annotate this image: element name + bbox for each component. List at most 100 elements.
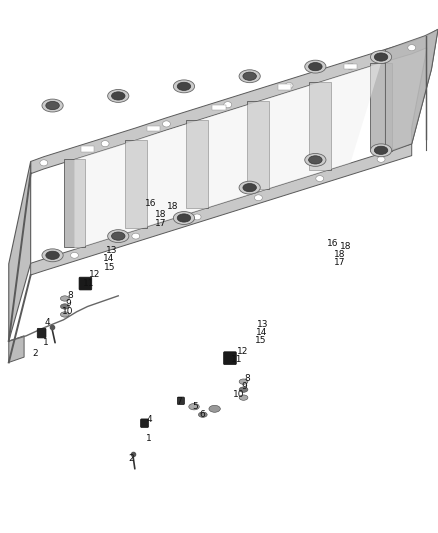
Ellipse shape (101, 141, 109, 147)
Ellipse shape (108, 230, 129, 243)
Ellipse shape (309, 62, 322, 71)
Text: 15: 15 (255, 336, 266, 344)
Ellipse shape (108, 90, 129, 102)
Ellipse shape (305, 60, 326, 73)
Polygon shape (385, 29, 438, 154)
Bar (81, 147, 94, 152)
FancyBboxPatch shape (177, 397, 184, 405)
Ellipse shape (374, 146, 388, 155)
Ellipse shape (209, 405, 220, 413)
Ellipse shape (46, 101, 59, 110)
Text: 14: 14 (103, 254, 114, 263)
Polygon shape (412, 29, 438, 144)
Ellipse shape (239, 70, 260, 83)
Text: 2: 2 (32, 349, 38, 358)
Ellipse shape (173, 212, 194, 224)
Polygon shape (9, 161, 31, 341)
Text: 17: 17 (334, 259, 345, 267)
Text: 11: 11 (83, 279, 94, 287)
Text: 2: 2 (129, 454, 134, 463)
Polygon shape (31, 144, 412, 275)
Text: 9: 9 (241, 382, 247, 391)
Polygon shape (64, 159, 85, 247)
Ellipse shape (112, 92, 125, 100)
FancyBboxPatch shape (79, 277, 92, 290)
Ellipse shape (224, 102, 232, 108)
FancyBboxPatch shape (224, 352, 237, 365)
Text: 16: 16 (327, 239, 339, 248)
Ellipse shape (177, 214, 191, 222)
Ellipse shape (60, 312, 69, 317)
Ellipse shape (40, 160, 48, 166)
Text: 7: 7 (176, 398, 182, 406)
Ellipse shape (239, 395, 248, 400)
Text: 8: 8 (67, 292, 73, 300)
Ellipse shape (239, 181, 260, 194)
Ellipse shape (377, 157, 385, 163)
Ellipse shape (243, 183, 256, 192)
Polygon shape (370, 63, 392, 151)
Text: 18: 18 (340, 243, 352, 251)
Text: 4: 4 (146, 415, 152, 424)
Text: 9: 9 (65, 299, 71, 308)
Text: 18: 18 (334, 251, 345, 259)
FancyBboxPatch shape (141, 419, 148, 427)
Ellipse shape (42, 249, 63, 262)
Ellipse shape (374, 53, 388, 61)
Polygon shape (309, 82, 331, 170)
Ellipse shape (305, 154, 326, 166)
Polygon shape (247, 101, 269, 189)
Ellipse shape (112, 232, 125, 240)
Ellipse shape (346, 63, 354, 69)
Ellipse shape (309, 156, 322, 164)
Text: 11: 11 (231, 356, 242, 364)
Text: 16: 16 (145, 199, 157, 208)
Ellipse shape (371, 144, 392, 157)
Text: 5: 5 (192, 402, 198, 410)
Polygon shape (31, 36, 426, 174)
Text: 17: 17 (155, 220, 167, 228)
Ellipse shape (46, 251, 59, 260)
Text: 12: 12 (237, 348, 249, 356)
Ellipse shape (132, 233, 140, 239)
Ellipse shape (173, 80, 194, 93)
Bar (147, 125, 160, 131)
Ellipse shape (371, 51, 392, 63)
Bar (278, 84, 291, 90)
Polygon shape (74, 63, 381, 249)
Ellipse shape (285, 83, 293, 88)
Text: 15: 15 (104, 263, 115, 271)
Polygon shape (186, 120, 208, 208)
Ellipse shape (239, 387, 248, 392)
Ellipse shape (71, 253, 78, 259)
Ellipse shape (60, 296, 69, 301)
Text: 10: 10 (62, 307, 74, 316)
Text: 1: 1 (146, 434, 152, 442)
Polygon shape (125, 140, 147, 228)
Text: 13: 13 (106, 246, 117, 255)
Text: 8: 8 (244, 374, 251, 383)
Ellipse shape (193, 214, 201, 220)
Text: 18: 18 (167, 203, 179, 211)
Text: 13: 13 (257, 320, 268, 328)
Bar (212, 104, 226, 110)
Text: 10: 10 (233, 390, 244, 399)
Ellipse shape (162, 121, 170, 127)
Text: 14: 14 (256, 328, 268, 336)
Ellipse shape (198, 412, 207, 417)
Polygon shape (9, 336, 24, 362)
Ellipse shape (60, 304, 69, 309)
Ellipse shape (408, 45, 416, 51)
Bar (344, 63, 357, 69)
Text: 1: 1 (43, 338, 49, 346)
Ellipse shape (316, 175, 324, 181)
Ellipse shape (239, 379, 248, 384)
Ellipse shape (42, 99, 63, 112)
Text: 4: 4 (45, 318, 50, 327)
Text: 6: 6 (199, 410, 205, 419)
Text: 12: 12 (88, 270, 100, 279)
Ellipse shape (254, 195, 262, 201)
Ellipse shape (189, 403, 199, 410)
FancyBboxPatch shape (37, 328, 46, 338)
Ellipse shape (177, 82, 191, 91)
